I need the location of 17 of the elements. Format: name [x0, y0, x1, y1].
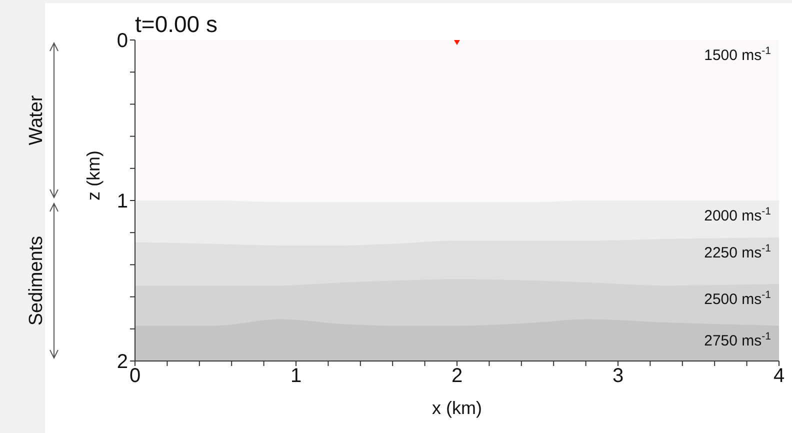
y-tick-label: 0	[116, 30, 128, 52]
y-axis-title: z (km)	[83, 150, 104, 200]
series-label: 2000 ms$^{-1}$	[704, 206, 772, 224]
x-tick-label: 4	[773, 365, 785, 388]
x-tick-label: 3	[612, 365, 624, 388]
text: Sediments	[26, 236, 48, 326]
series-label: 2250 ms$^{-1}$	[704, 242, 772, 262]
text: Water	[26, 94, 48, 146]
series-label: 2500 ms$^{-1}$	[704, 288, 772, 308]
x-tick-label: 2	[451, 365, 463, 388]
y-tick-label: 1	[116, 190, 128, 213]
chart-title: t=0.00 s	[135, 11, 218, 38]
x-axis-title: x (km)	[432, 398, 482, 418]
y-tick-label: 2	[116, 351, 128, 374]
series-label: 1500 ms$^{-1}$	[704, 45, 772, 64]
series-label: 2750 ms$^{-1}$	[704, 330, 772, 350]
x-tick-label: 1	[290, 365, 302, 388]
